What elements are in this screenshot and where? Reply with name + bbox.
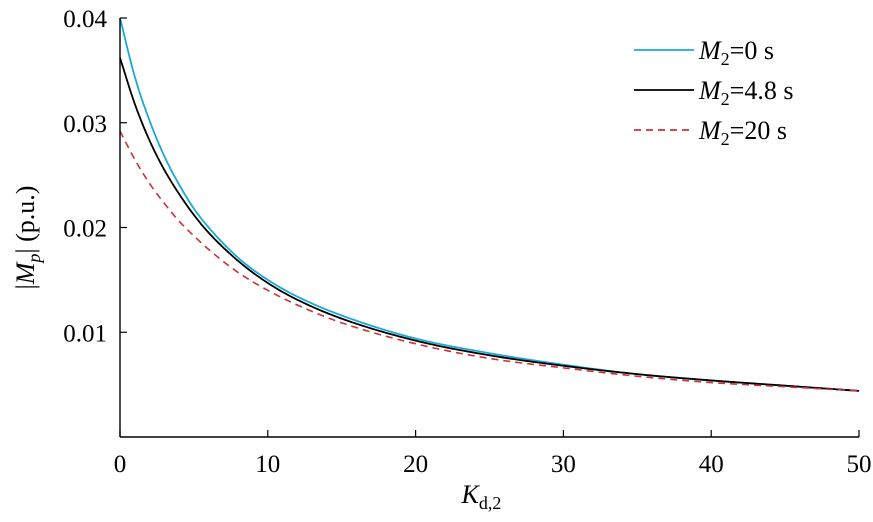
y-tick-label: 0.02 xyxy=(63,216,107,243)
x-tick-label: 30 xyxy=(551,451,576,478)
series-line-1 xyxy=(119,17,860,392)
x-tick-label: 20 xyxy=(403,451,428,478)
legend-label-2: M2=4.8 s xyxy=(698,76,793,109)
x-axis-title: Kd,2 xyxy=(461,480,502,513)
y-tick-label: 0.04 xyxy=(63,6,107,33)
legend-label-1: M2=0 s xyxy=(698,36,774,69)
plot-lines xyxy=(119,17,860,392)
series-line-3 xyxy=(119,130,860,392)
axis-labels: Kd,2 |Mp| (p.u.) xyxy=(11,186,501,513)
x-tick-label: 50 xyxy=(847,451,872,478)
x-tick-label: 0 xyxy=(114,451,127,478)
x-tick-label: 40 xyxy=(699,451,724,478)
series-line-2 xyxy=(119,57,860,392)
y-tick-label: 0.01 xyxy=(63,320,107,347)
legend-label-3: M2=20 s xyxy=(698,116,787,149)
legend: M2=0 s M2=4.8 s M2=20 s xyxy=(634,36,793,149)
y-tick-label: 0.03 xyxy=(63,111,107,138)
axes: 0 10 20 30 40 50 0.01 0.02 0.03 0.04 xyxy=(63,6,871,478)
y-axis-title: |Mp| (p.u.) xyxy=(11,186,44,290)
x-tick-label: 10 xyxy=(255,451,280,478)
